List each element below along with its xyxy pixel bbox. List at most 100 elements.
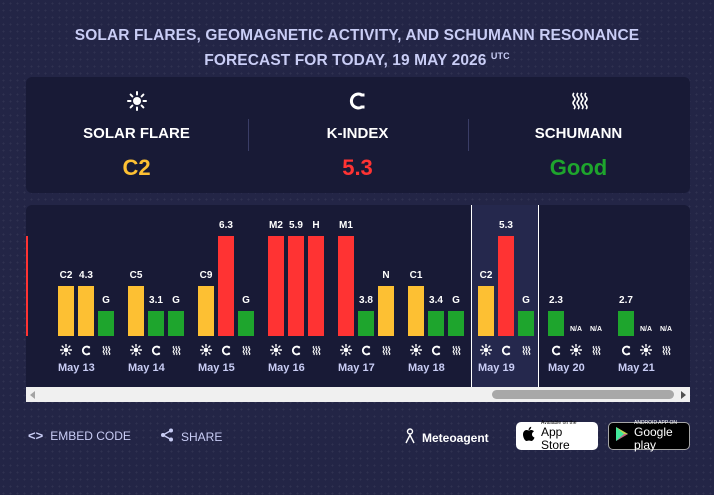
share-icon xyxy=(160,428,174,445)
bar-value-label: M1 xyxy=(339,220,353,231)
sun-icon xyxy=(26,91,247,111)
bar-value-label: 4.3 xyxy=(79,270,93,281)
forecast-chart[interactable]: H C2 4.3 G May 13 C5 3.1 G May 14 C9 6.3 G May 15 M2 5… xyxy=(26,205,690,387)
wave-icon xyxy=(449,343,463,357)
wave-icon xyxy=(169,343,183,357)
wave-icon xyxy=(468,91,689,111)
magnet-icon xyxy=(549,343,563,357)
chart-bar[interactable] xyxy=(448,311,464,336)
bar-value-label: C1 xyxy=(409,270,423,281)
chart-bar[interactable] xyxy=(408,286,424,336)
bar-value-label: 3.1 xyxy=(149,295,163,306)
scroll-left-arrow-icon[interactable] xyxy=(30,391,35,399)
wave-icon xyxy=(239,343,253,357)
scroll-right-arrow-icon[interactable] xyxy=(681,391,686,399)
bar-na-label: N/A xyxy=(569,326,583,333)
bar-value-label: 2.3 xyxy=(549,295,563,306)
chart-bar[interactable] xyxy=(268,236,284,336)
chart-bar[interactable] xyxy=(218,236,234,336)
bar-value-label: 5.3 xyxy=(499,220,513,231)
divider xyxy=(248,119,249,151)
bar-value-label: 6.3 xyxy=(219,220,233,231)
chart-bar[interactable] xyxy=(288,236,304,336)
sun-icon xyxy=(199,343,213,357)
divider xyxy=(468,119,469,151)
chart-bar[interactable] xyxy=(58,286,74,336)
chart-bar[interactable] xyxy=(358,311,374,336)
chart-bar[interactable] xyxy=(238,311,254,336)
sun-icon xyxy=(639,343,653,357)
forecast-separator xyxy=(538,205,539,387)
chart-bar[interactable] xyxy=(308,236,324,336)
bar-value-label: H xyxy=(26,220,35,231)
wave-icon xyxy=(379,343,393,357)
code-icon: <> xyxy=(28,428,44,443)
summary-k-index: K-INDEX 5.3 xyxy=(247,77,468,193)
summary-solar-flare: SOLAR FLARE C2 xyxy=(26,77,247,193)
magnet-icon xyxy=(429,343,443,357)
chart-bar[interactable] xyxy=(168,311,184,336)
summary-panel: SOLAR FLARE C2 K-INDEX 5.3 SCHUMANN Good xyxy=(26,77,690,193)
bar-value-label: 3.8 xyxy=(359,295,373,306)
chart-bar[interactable] xyxy=(518,311,534,336)
solar-flare-value: C2 xyxy=(122,155,151,180)
scroll-thumb[interactable] xyxy=(492,390,674,399)
day-label: May 19 xyxy=(478,362,515,374)
wave-icon xyxy=(26,343,27,357)
day-label: May 13 xyxy=(58,362,95,374)
k-index-value: 5.3 xyxy=(342,155,373,180)
wave-icon xyxy=(659,343,673,357)
app-store-badge[interactable]: Available on the App Store xyxy=(516,420,598,452)
embed-code-button[interactable]: <> EMBED CODE xyxy=(28,428,131,443)
sun-icon xyxy=(479,343,493,357)
horizontal-scrollbar[interactable] xyxy=(26,387,690,402)
bar-na-label: N/A xyxy=(589,326,603,333)
share-button[interactable]: SHARE xyxy=(160,428,222,445)
chart-bar[interactable] xyxy=(548,311,564,336)
schumann-value: Good xyxy=(549,155,608,180)
magnet-icon xyxy=(247,91,468,111)
sun-icon xyxy=(569,343,583,357)
chart-bar[interactable] xyxy=(428,311,444,336)
chart-bar[interactable] xyxy=(98,311,114,336)
bar-value-label: N xyxy=(382,270,390,281)
bar-value-label: C2 xyxy=(59,270,73,281)
chart-bar[interactable] xyxy=(618,311,634,336)
chart-bar[interactable] xyxy=(198,286,214,336)
bar-value-label: 3.4 xyxy=(429,295,443,306)
bar-value-label: C9 xyxy=(199,270,213,281)
chart-bar[interactable] xyxy=(378,286,394,336)
bar-na-label: N/A xyxy=(639,326,653,333)
magnet-icon xyxy=(359,343,373,357)
magnet-icon xyxy=(499,343,513,357)
apple-icon xyxy=(522,426,536,447)
wave-icon xyxy=(589,343,603,357)
magnet-icon xyxy=(149,343,163,357)
bar-value-label: M2 xyxy=(269,220,283,231)
bar-value-label: G xyxy=(452,295,460,306)
day-label: May 21 xyxy=(618,362,655,374)
day-label: May 20 xyxy=(548,362,585,374)
sun-icon xyxy=(409,343,423,357)
person-icon xyxy=(404,428,416,447)
sun-icon xyxy=(59,343,73,357)
chart-bar[interactable] xyxy=(78,286,94,336)
chart-bar[interactable] xyxy=(148,311,164,336)
wave-icon xyxy=(309,343,323,357)
chart-bar[interactable] xyxy=(478,286,494,336)
chart-bar[interactable] xyxy=(338,236,354,336)
chart-bar[interactable] xyxy=(128,286,144,336)
wave-icon xyxy=(519,343,533,357)
magnet-icon xyxy=(289,343,303,357)
page-title: SOLAR FLARES, GEOMAGNETIC ACTIVITY, AND … xyxy=(74,27,640,69)
play-icon xyxy=(615,426,629,447)
chart-bar[interactable] xyxy=(26,236,28,336)
bar-value-label: G xyxy=(172,295,180,306)
day-label: May 15 xyxy=(198,362,235,374)
sun-icon xyxy=(339,343,353,357)
brand-link[interactable]: Meteoagent xyxy=(404,428,489,447)
sun-icon xyxy=(129,343,143,357)
today-separator xyxy=(471,205,472,387)
chart-bar[interactable] xyxy=(498,236,514,336)
google-play-badge[interactable]: ANDROID APP ON Google play xyxy=(608,420,690,452)
